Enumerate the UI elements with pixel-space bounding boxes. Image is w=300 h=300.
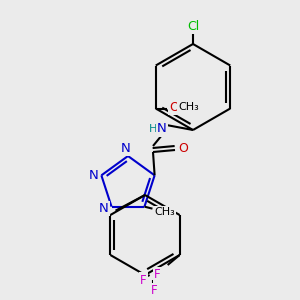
- Text: F: F: [140, 274, 147, 286]
- Text: N: N: [157, 122, 167, 136]
- Text: F: F: [151, 284, 158, 298]
- Text: O: O: [178, 142, 188, 155]
- Text: O: O: [169, 101, 179, 114]
- Text: N: N: [121, 142, 131, 154]
- Text: Cl: Cl: [187, 20, 199, 32]
- Text: F: F: [154, 268, 161, 281]
- Text: CH₃: CH₃: [154, 207, 175, 217]
- Text: CH₃: CH₃: [178, 103, 199, 112]
- Text: H: H: [149, 124, 157, 134]
- Text: N: N: [99, 202, 108, 215]
- Text: N: N: [88, 169, 98, 182]
